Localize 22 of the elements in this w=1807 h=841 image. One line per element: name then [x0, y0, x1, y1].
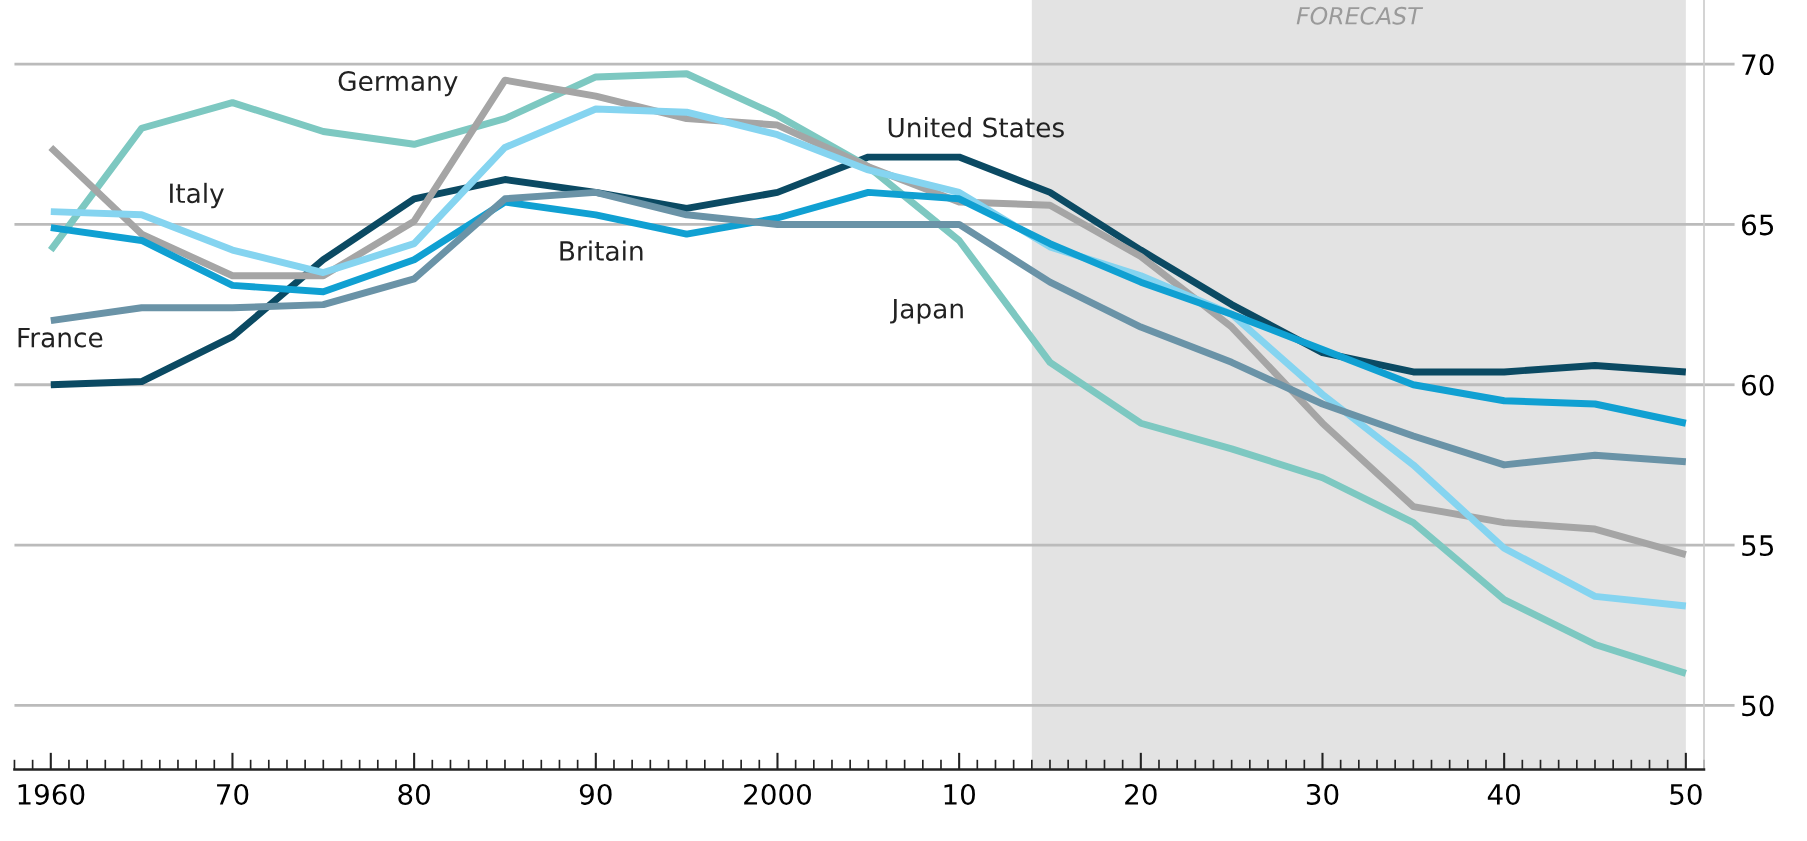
series-label: United States [888, 117, 1064, 138]
series-label: France [18, 327, 103, 348]
series-label: Germany [338, 71, 458, 97]
series-label: Britain [560, 240, 643, 261]
y-tick-label: 60 [1742, 374, 1774, 396]
x-tick-label: 10 [944, 783, 975, 805]
x-tick-label: 1960 [18, 783, 85, 805]
y-tick-label: 70 [1742, 54, 1774, 76]
x-tick-label: 30 [1306, 783, 1339, 805]
x-tick-label: 90 [579, 783, 612, 805]
x-tick-label: 50 [1670, 783, 1702, 805]
y-tick-label: 65 [1742, 214, 1774, 236]
band-label: FORECAST [1296, 6, 1424, 25]
x-tick-label: 20 [1125, 783, 1157, 805]
series-label: Italy [170, 182, 224, 209]
x-tick-label: 70 [217, 783, 249, 805]
x-tick-label: 80 [398, 783, 430, 805]
x-tick-label: 2000 [744, 783, 811, 805]
y-tick-label: 55 [1742, 535, 1774, 557]
y-tick-label: 50 [1742, 695, 1774, 717]
x-tick-label: 40 [1487, 783, 1520, 805]
series-label: Japan [890, 299, 963, 324]
